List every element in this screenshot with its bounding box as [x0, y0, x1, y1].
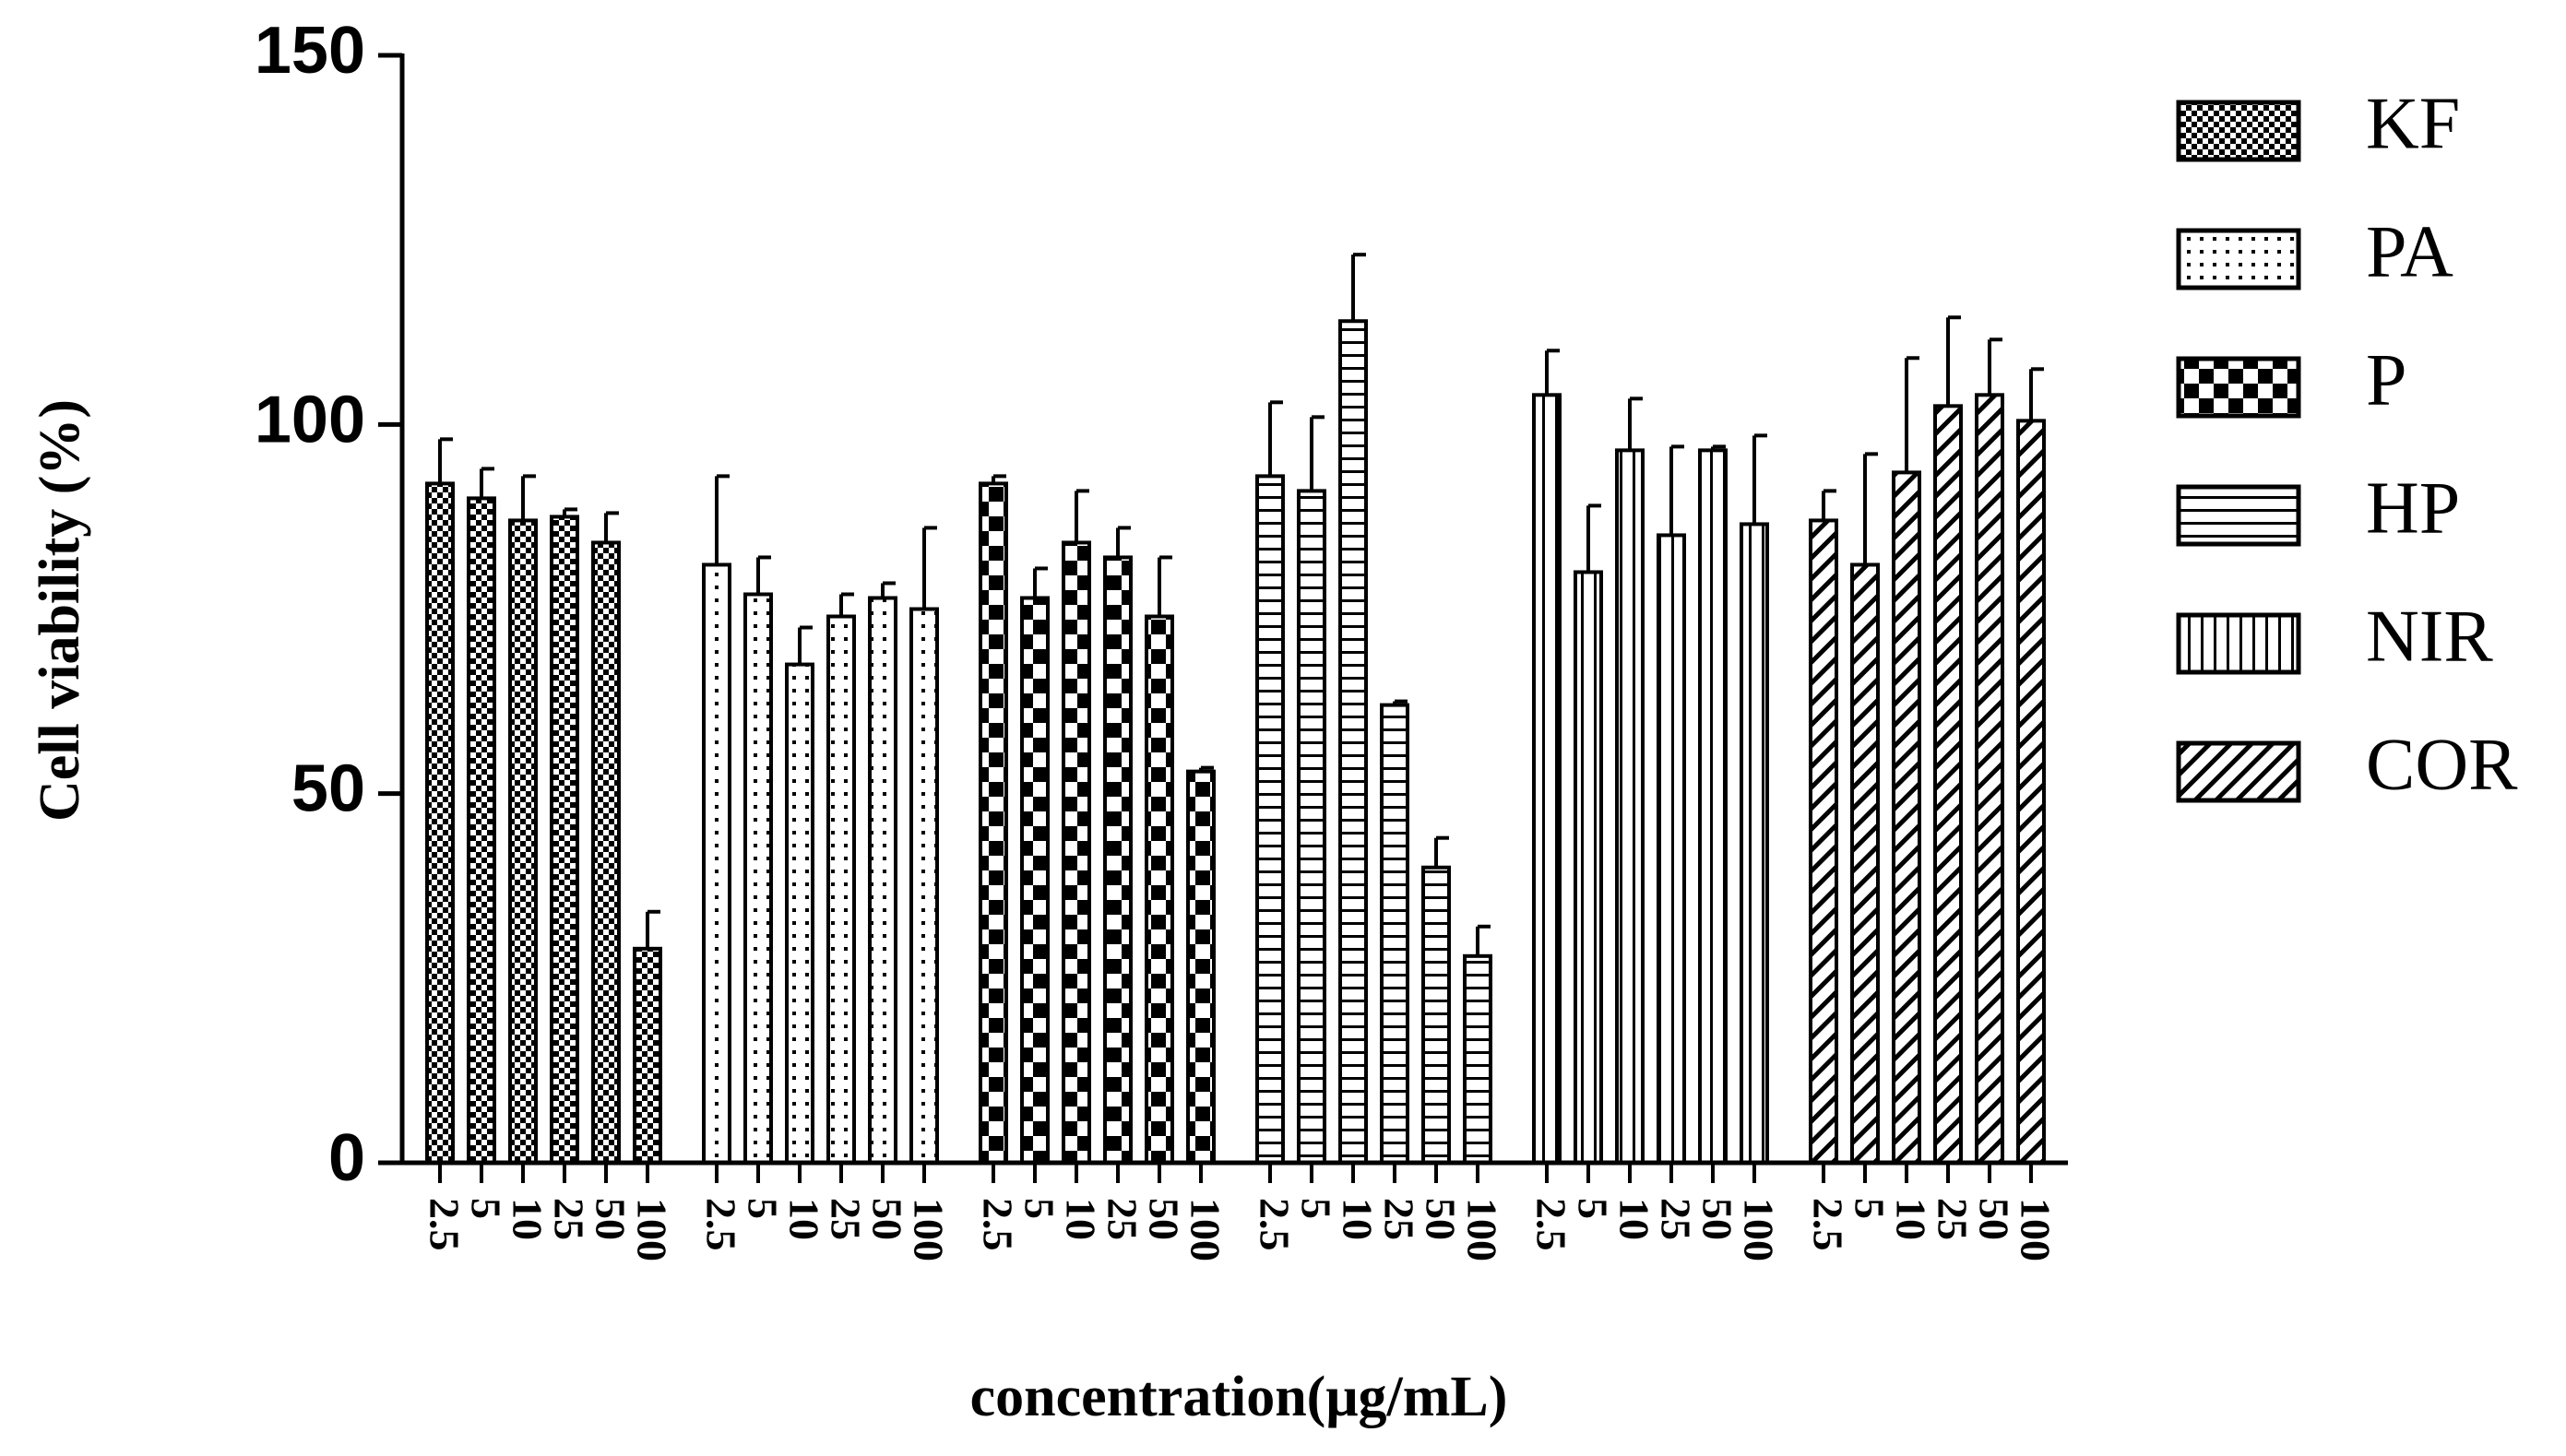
x-tick-label: 5 [1292, 1198, 1339, 1219]
bar [1255, 474, 1285, 1165]
legend-label: P [2366, 339, 2407, 420]
y-axis-title: Cell viability (%) [29, 399, 91, 822]
bar [1657, 533, 1686, 1165]
x-tick-label: 2.5 [697, 1198, 744, 1251]
x-tick-label: 10 [1887, 1198, 1934, 1240]
x-tick-label: 100 [905, 1198, 952, 1261]
y-tick-label: 0 [328, 1121, 365, 1195]
x-tick-label: 10 [504, 1198, 551, 1240]
x-tick-label: 10 [780, 1198, 827, 1240]
bar [868, 596, 897, 1165]
bar [979, 481, 1008, 1165]
x-tick-label: 5 [462, 1198, 509, 1219]
bar [550, 515, 579, 1165]
x-tick-label: 50 [587, 1198, 634, 1240]
bar [467, 496, 496, 1165]
x-axis-title: concentration(μg/mL) [970, 1366, 1508, 1428]
x-tick-label: 5 [1569, 1198, 1616, 1219]
bar [1103, 555, 1133, 1165]
x-tick-label: 2.5 [1251, 1198, 1298, 1251]
x-tick-label: 10 [1057, 1198, 1104, 1240]
x-tick-label: 50 [1693, 1198, 1740, 1240]
legend-swatch [2176, 740, 2301, 803]
x-tick-label: 100 [2012, 1198, 2059, 1261]
x-tick-label: 25 [1929, 1198, 1976, 1240]
x-tick-label: 25 [545, 1198, 592, 1240]
legend-label: PA [2366, 211, 2453, 292]
x-tick-label: 2.5 [974, 1198, 1021, 1251]
x-tick-label: 2.5 [1804, 1198, 1851, 1251]
bar [2016, 419, 2046, 1165]
bar [1740, 522, 1769, 1165]
bar [1020, 596, 1050, 1165]
x-tick-label: 2.5 [1527, 1198, 1574, 1251]
x-tick-label: 100 [1735, 1198, 1782, 1261]
bar [1062, 540, 1091, 1165]
x-tick-label: 25 [1099, 1198, 1146, 1240]
bar [1463, 953, 1492, 1166]
bar [1809, 518, 1838, 1165]
legend-swatch [2176, 612, 2301, 675]
bar [785, 662, 814, 1165]
bar [743, 592, 773, 1165]
legend-swatch [2176, 100, 2301, 162]
bar [1186, 769, 1216, 1165]
x-tick-label: 100 [1182, 1198, 1229, 1261]
x-tick-label: 5 [1846, 1198, 1893, 1219]
y-tick-label: 50 [291, 752, 365, 826]
bar [1532, 393, 1562, 1166]
bar [1933, 404, 1963, 1166]
x-tick-label: 2.5 [421, 1198, 468, 1251]
bar [591, 540, 621, 1165]
x-tick-label: 5 [739, 1198, 786, 1219]
x-tick-label: 50 [1417, 1198, 1464, 1240]
x-tick-label: 100 [1458, 1198, 1505, 1261]
bar [1698, 448, 1728, 1165]
bar [1380, 703, 1409, 1165]
x-tick-label: 50 [1970, 1198, 2017, 1240]
bar [1850, 562, 1880, 1165]
legend-label: KF [2366, 83, 2460, 164]
bar [508, 518, 538, 1165]
bar [1574, 570, 1603, 1165]
legend-swatch [2176, 228, 2301, 290]
bar [1297, 489, 1326, 1165]
legend-label: HP [2366, 468, 2460, 549]
legend-swatch [2176, 356, 2301, 419]
x-tick-label: 25 [1375, 1198, 1422, 1240]
legend-label: COR [2366, 724, 2518, 805]
y-tick-label: 150 [255, 14, 365, 88]
bar [1338, 319, 1368, 1165]
x-tick-label: 50 [863, 1198, 910, 1240]
bar [1145, 614, 1174, 1165]
x-tick-label: 100 [628, 1198, 675, 1261]
bar [1615, 448, 1645, 1165]
bar [425, 481, 455, 1165]
x-tick-label: 5 [1016, 1198, 1063, 1219]
y-tick-label: 100 [255, 383, 365, 456]
bar [1975, 393, 2004, 1166]
bar [702, 562, 731, 1165]
legend-label: NIR [2366, 596, 2493, 677]
x-tick-label: 10 [1610, 1198, 1657, 1240]
x-tick-label: 25 [822, 1198, 869, 1240]
x-tick-label: 10 [1334, 1198, 1381, 1240]
bar [909, 607, 939, 1165]
x-tick-label: 50 [1140, 1198, 1187, 1240]
bar [1421, 865, 1451, 1165]
bar [826, 614, 856, 1165]
bar [1892, 470, 1921, 1165]
legend-swatch [2176, 484, 2301, 547]
x-tick-label: 25 [1652, 1198, 1699, 1240]
bar [633, 946, 662, 1165]
